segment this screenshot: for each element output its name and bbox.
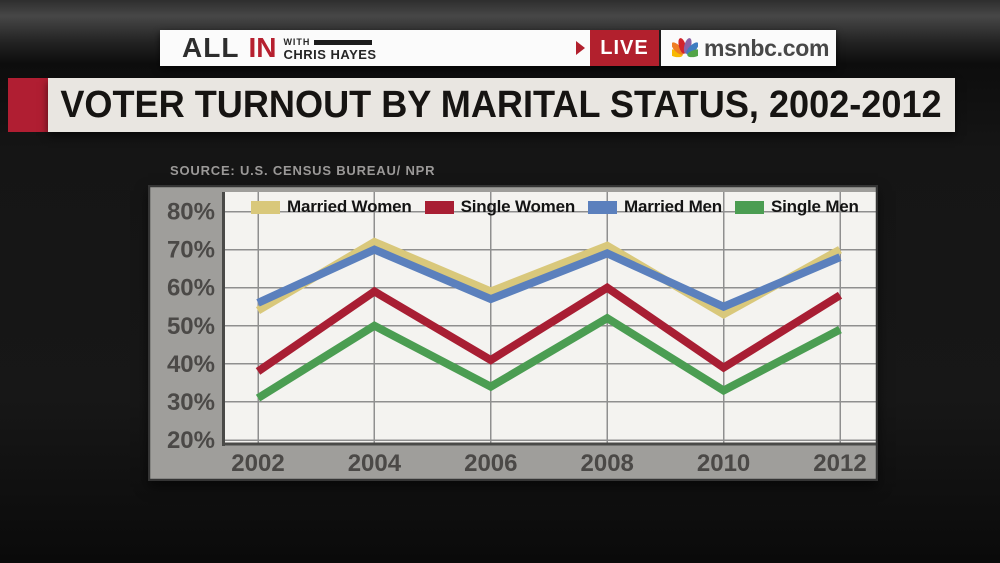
svg-text:60%: 60% (167, 275, 215, 302)
svg-text:2012: 2012 (813, 450, 866, 477)
live-pointer-icon (576, 41, 585, 55)
legend-swatch (251, 200, 280, 214)
svg-text:50%: 50% (167, 313, 215, 340)
legend-label: Married Men (624, 197, 722, 216)
show-logo-host: CHRIS HAYES (283, 46, 377, 62)
legend-item: Married Men (588, 197, 722, 217)
headline-text: VOTER TURNOUT BY MARITAL STATUS, 2002-20… (60, 83, 942, 126)
network-url-label: msnbc.com (704, 34, 830, 61)
legend-item: Married Women (251, 197, 412, 217)
logo-divider-bar (314, 39, 373, 45)
network-brand: msnbc.com (672, 30, 829, 66)
svg-text:30%: 30% (167, 389, 215, 416)
network-header-bar: ALL IN WITH CHRIS HAYES msnbc.com (160, 30, 836, 66)
headline-bar: VOTER TURNOUT BY MARITAL STATUS, 2002-20… (48, 78, 955, 132)
live-badge-label: LIVE (600, 36, 649, 59)
headline-accent-block (8, 78, 48, 132)
show-logo: ALL IN WITH CHRIS HAYES (160, 32, 377, 64)
svg-text:2010: 2010 (697, 450, 750, 477)
live-badge: LIVE (590, 30, 661, 66)
legend-label: Married Women (287, 197, 412, 216)
svg-text:2002: 2002 (231, 450, 284, 477)
chart-canvas: 20% 30% 40% 50% 60% 70% 80% 2002 2004 2006 2008 201… (148, 185, 878, 481)
legend-label: Single Men (770, 197, 859, 216)
legend-item: Single Women (424, 197, 576, 217)
svg-text:20%: 20% (167, 427, 215, 454)
legend-swatch (588, 200, 618, 214)
legend-item: Single Men (734, 197, 859, 217)
show-logo-in: IN (248, 32, 277, 63)
show-logo-subtitle: WITH CHRIS HAYES (283, 37, 376, 62)
legend-swatch (734, 200, 764, 214)
legend-label: Single Women (460, 197, 576, 216)
svg-text:2004: 2004 (348, 450, 402, 477)
nbc-peacock-icon (672, 38, 698, 58)
show-logo-with: WITH (283, 36, 311, 47)
show-logo-all: ALL (182, 32, 240, 63)
svg-text:2006: 2006 (464, 450, 517, 477)
svg-text:40%: 40% (167, 351, 215, 378)
voter-turnout-chart: 20% 30% 40% 50% 60% 70% 80% 2002 2004 2006 2008 201… (148, 185, 878, 481)
chart-legend: Married Women Single Women Married Men Sing… (251, 196, 872, 218)
legend-swatch (424, 200, 454, 214)
svg-text:2008: 2008 (581, 450, 634, 477)
svg-text:70%: 70% (167, 237, 215, 264)
svg-text:80%: 80% (167, 199, 215, 226)
source-label: SOURCE: U.S. CENSUS BUREAU/ NPR (170, 163, 436, 178)
